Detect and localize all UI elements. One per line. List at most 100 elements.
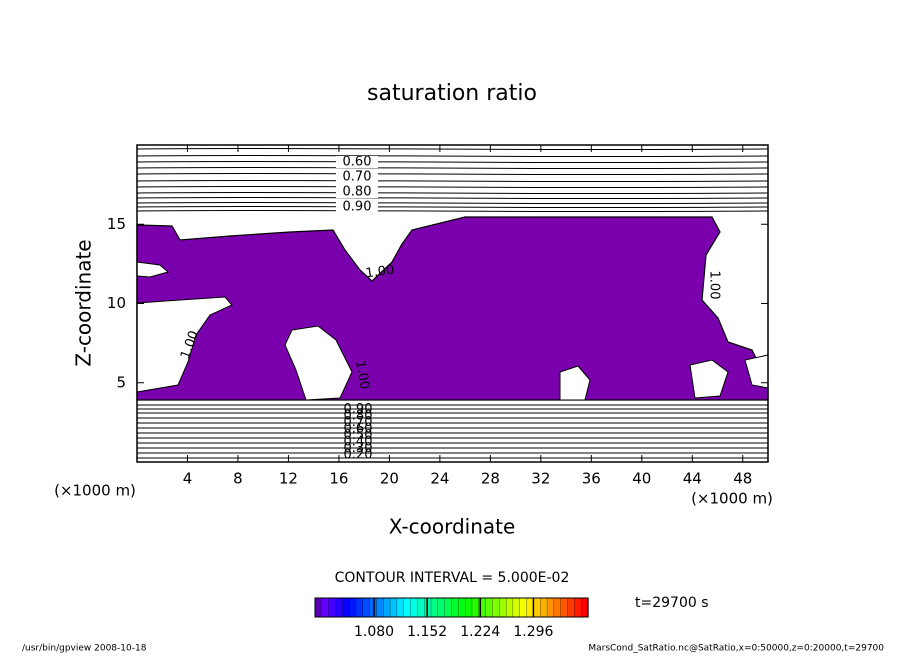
contour-label: 0.70 bbox=[344, 415, 373, 430]
colorbar-cell bbox=[383, 597, 391, 618]
contour-label: 0.60 bbox=[343, 155, 372, 170]
x-tick-label: 40 bbox=[632, 470, 651, 488]
x-tick-label: 36 bbox=[582, 470, 601, 488]
x-tick-label: 4 bbox=[183, 470, 193, 488]
colorbar-tick-label: 1.152 bbox=[407, 624, 447, 640]
colorbar-tick-label: 1.224 bbox=[460, 624, 500, 640]
x-unit: (×1000 m) bbox=[54, 482, 136, 500]
colorbar-cell bbox=[492, 597, 500, 618]
footer-left: /usr/bin/gpview 2008-10-18 bbox=[22, 644, 147, 654]
contour-line bbox=[136, 422, 769, 424]
contour-label: 0.30 bbox=[344, 441, 373, 456]
colorbar-cell bbox=[342, 597, 350, 618]
colorbar-frame bbox=[314, 597, 589, 618]
colorbar-cell bbox=[512, 597, 521, 618]
contour-line bbox=[136, 442, 769, 444]
contour-line bbox=[136, 160, 769, 164]
x-tick-label: 16 bbox=[329, 470, 348, 488]
colorbar-cell bbox=[410, 597, 419, 618]
contour-label: 1.00 bbox=[365, 263, 396, 282]
contour-line bbox=[136, 196, 769, 200]
contour-line bbox=[136, 417, 769, 419]
colorbar-tick-label: 1.296 bbox=[513, 624, 553, 640]
colorbar-cell bbox=[335, 597, 343, 618]
x-tick-label: 24 bbox=[430, 470, 449, 488]
colorbar-cell bbox=[369, 597, 378, 618]
label-bg bbox=[336, 186, 378, 198]
contour-line bbox=[136, 191, 769, 195]
label-bg bbox=[336, 201, 378, 213]
colorbar-tick-label: 1.080 bbox=[354, 624, 394, 640]
x-unit: (×1000 m) bbox=[691, 490, 773, 508]
contour-label: 0.80 bbox=[344, 409, 373, 424]
colorbar-cell bbox=[389, 597, 398, 618]
contour-line bbox=[136, 201, 769, 205]
colorbar-cell bbox=[403, 597, 412, 618]
contour-label: 0.90 bbox=[343, 200, 372, 215]
footer-right: MarsCond_SatRatio.nc@SatRatio,x=0:50000,… bbox=[588, 644, 884, 654]
colorbar-cell bbox=[451, 597, 459, 618]
y-tick-label: 15 bbox=[107, 215, 126, 233]
clear-region bbox=[559, 365, 591, 401]
supersaturated-region bbox=[136, 216, 769, 401]
colorbar-cell bbox=[471, 597, 480, 618]
contour-line bbox=[136, 457, 769, 459]
colorbar-cell bbox=[430, 597, 439, 618]
colorbar: 1.080 1.152 1.224 1.296 bbox=[314, 597, 589, 640]
contour-line bbox=[136, 412, 769, 414]
contour-label: 0.60 bbox=[344, 422, 373, 437]
colorbar-cell bbox=[553, 597, 562, 618]
chart-title: saturation ratio bbox=[367, 81, 537, 106]
x-tick-label: 48 bbox=[733, 470, 752, 488]
x-tick-label: 28 bbox=[481, 470, 500, 488]
contour-line bbox=[136, 179, 769, 183]
colorbar-cell bbox=[328, 597, 337, 618]
colorbar-cell bbox=[417, 597, 425, 618]
plot-area: 0.600.700.800.901.001.001.001.000.200.30… bbox=[136, 144, 769, 463]
colorbar-cell bbox=[567, 597, 576, 618]
contour-lines bbox=[136, 147, 769, 459]
contour-label: 1.00 bbox=[352, 359, 372, 390]
colorbar-cell bbox=[581, 597, 589, 618]
colorbar-cell bbox=[458, 597, 466, 618]
colorbar-cell bbox=[355, 597, 364, 618]
colorbar-cell bbox=[362, 597, 371, 618]
contour-line bbox=[136, 154, 769, 158]
colorbar-cell bbox=[348, 597, 357, 618]
x-tick-label: 12 bbox=[279, 470, 298, 488]
contour-line bbox=[136, 166, 769, 170]
contour-line bbox=[136, 205, 769, 209]
contour-label: 0.90 bbox=[344, 402, 373, 417]
contour-label: 0.70 bbox=[343, 170, 372, 185]
x-tick-label: 20 bbox=[380, 470, 399, 488]
contour-line bbox=[136, 408, 769, 410]
x-tick-label: 44 bbox=[683, 470, 702, 488]
contour-label: 0.50 bbox=[344, 428, 373, 443]
contour-line bbox=[136, 427, 769, 429]
colorbar-cell bbox=[485, 597, 494, 618]
clear-region bbox=[136, 296, 233, 393]
label-bg bbox=[336, 171, 378, 183]
contour-interval: CONTOUR INTERVAL = 5.000E-02 bbox=[335, 570, 570, 586]
contour-line bbox=[136, 209, 769, 213]
colorbar-cell bbox=[321, 597, 330, 618]
colorbar-cell bbox=[396, 597, 405, 618]
colorbar-cell bbox=[499, 597, 507, 618]
x-tick-label: 8 bbox=[233, 470, 243, 488]
x-tick-label: 32 bbox=[531, 470, 550, 488]
contour-line bbox=[136, 147, 769, 151]
colorbar-cell bbox=[505, 597, 514, 618]
contour-line bbox=[136, 452, 769, 454]
contour-line bbox=[136, 404, 769, 406]
y-tick-label: 5 bbox=[116, 373, 126, 391]
colorbar-cell bbox=[376, 597, 384, 618]
contour-line bbox=[136, 172, 769, 176]
colorbar-cell bbox=[519, 597, 528, 618]
colorbar-cell bbox=[560, 597, 569, 618]
x-axis-label: X-coordinate bbox=[389, 515, 516, 539]
y-tick-label: 10 bbox=[107, 294, 126, 312]
label-bg bbox=[336, 156, 378, 168]
contour-label: 1.00 bbox=[707, 271, 722, 300]
colorbar-cell bbox=[540, 597, 548, 618]
